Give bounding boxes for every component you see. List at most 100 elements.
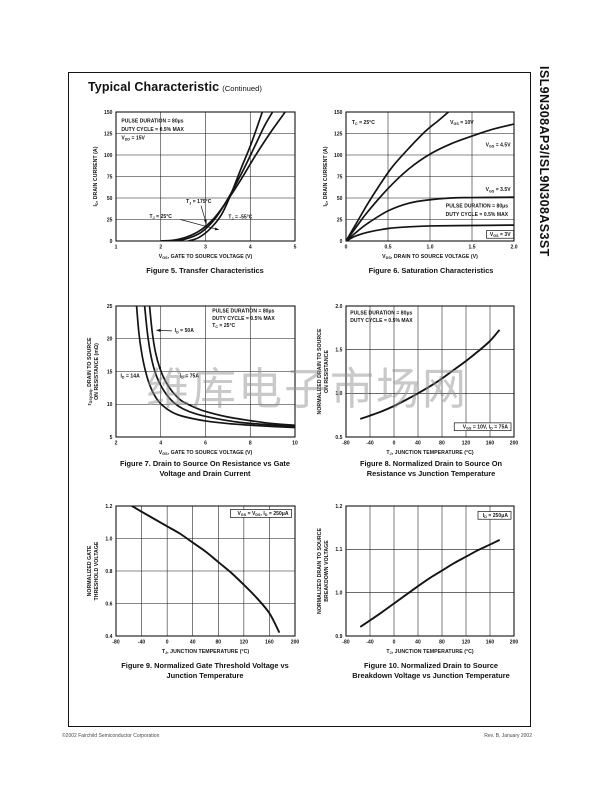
gridlines	[116, 112, 295, 241]
annotation-box	[486, 230, 514, 239]
y-tick-label: 150	[104, 110, 113, 116]
annotation-label: PULSE DURATION = 80μs	[212, 309, 274, 315]
x-tick-label: 3	[204, 245, 207, 251]
gridlines	[346, 306, 514, 437]
x-tick-label: 80	[439, 441, 445, 447]
y-tick-label: 25	[337, 217, 343, 223]
annotation-label: DUTY CYCLE = 0.5% MAX	[446, 212, 509, 218]
figure8-caption: Figure 8. Normalized Drain to Source On …	[359, 459, 503, 478]
annotation-label: TC = 25°C	[352, 120, 375, 126]
content-border-box	[68, 72, 531, 727]
y-tick-label: 0	[110, 239, 113, 245]
x-axis-title: VGS, GATE TO SOURCE VOLTAGE (V)	[159, 254, 253, 260]
x-tick-label: 200	[291, 640, 300, 646]
y-tick-label: 1.2	[105, 504, 112, 510]
annotation-label: ID = 50A	[175, 328, 195, 334]
series-group	[131, 506, 280, 633]
annotation-label: TC = 25°C	[212, 323, 235, 329]
x-tick-label: 160	[265, 640, 274, 646]
page-title-continued-note: (Continued)	[222, 84, 262, 93]
annotation-label: DUTY CYCLE = 0.5% MAX	[121, 127, 184, 133]
x-tick-label: 0.5	[384, 245, 391, 251]
y-tick-label: 1.0	[335, 590, 342, 596]
y-axis-title: ON RESISTANCE (mΩ)	[94, 343, 100, 400]
y-tick-label: 0.5	[335, 435, 342, 441]
x-tick-label: -40	[138, 640, 146, 646]
x-axis-title: VDS, DRAIN TO SOURCE VOLTAGE (V)	[382, 254, 478, 260]
y-tick-label: 0.6	[105, 601, 112, 607]
tick-labels: -80 -40 0 40 80 120 160 200 0.4 0.6 0.8 1.0 1.2	[105, 504, 299, 646]
x-tick-label: -40	[366, 640, 374, 646]
annotation-label: ID = 75A	[180, 373, 200, 379]
plot-frame	[345, 505, 515, 637]
x-tick-label: 120	[462, 640, 471, 646]
curve-id-50a	[143, 306, 295, 428]
x-tick-label: 8	[249, 441, 252, 447]
y-tick-label: 1.0	[105, 536, 112, 542]
series-group	[360, 539, 500, 628]
annotations: TC = 25°C VGS = 10V VGS = 4.5V VGS = 3.5V PU…	[352, 120, 514, 239]
part-number-label: ISL9N308AP3/ISL9N308AS3ST	[537, 66, 551, 257]
annotation-label: VGS = VDS, ID = 250μA	[237, 511, 288, 517]
annotations: ID = 250μA	[477, 511, 512, 520]
chart-figure-10: ID = 250μA -80 -40 0 40 80 120 160 200 0.9 1.0 1.1 1…	[317, 504, 518, 655]
x-tick-label: 120	[462, 441, 471, 447]
y-tick-label: 0	[340, 239, 343, 245]
plot-frame	[345, 305, 515, 438]
figure6-caption: Figure 6. Saturation Characteristics	[368, 266, 494, 275]
y-tick-label: 75	[337, 174, 343, 180]
tick-labels: -80 -40 0 40 80 120 160 200 0.9 1.0 1.1 1.2	[335, 504, 518, 646]
x-tick-label: 4	[159, 441, 162, 447]
x-tick-label: 40	[415, 441, 421, 447]
curve-vgs-th-normalized	[131, 506, 280, 633]
y-tick-label: 100	[104, 153, 113, 159]
y-tick-label: 1.1	[335, 547, 342, 553]
annotation-label: TJ = -55°C	[228, 215, 252, 221]
x-tick-label: -80	[342, 441, 350, 447]
annotation-label: ID = 14A	[120, 373, 140, 379]
annotation-label: VGS = 3.5V	[486, 187, 512, 193]
tick-labels: -80 -40 0 40 80 120 160 200 0.5 1.0 1.5 2.0	[335, 304, 518, 447]
gridlines	[346, 112, 514, 241]
x-tick-label: 200	[510, 441, 519, 447]
page-title-text: Typical Characteristic	[88, 80, 220, 94]
curve-tj-25-c	[174, 112, 274, 241]
x-tick-label: 0	[393, 441, 396, 447]
y-axis-title: ID, DRAIN CURRENT (A)	[323, 146, 329, 206]
x-tick-label: 120	[240, 640, 249, 646]
gridlines	[116, 506, 295, 636]
plot-frame	[115, 111, 296, 242]
chart-figure-9: VGS = VDS, ID = 250μA -80 -40 0 40 80 120 160 20…	[87, 504, 299, 655]
y-tick-label: 1.2	[335, 504, 342, 510]
y-tick-label: 0.8	[105, 569, 112, 575]
chart-figure-6: TC = 25°C VGS = 10V VGS = 4.5V VGS = 3.5V PU…	[323, 110, 518, 260]
plot-frame	[115, 505, 296, 637]
x-tick-label: 10	[292, 441, 298, 447]
annotation-label: VDD = 15V	[121, 136, 145, 142]
y-tick-label: 100	[334, 153, 343, 159]
y-axis-title: rDS(ON), DRAIN TO SOURCE	[87, 337, 93, 405]
x-tick-label: -80	[112, 640, 120, 646]
x-tick-label: 1.5	[468, 245, 475, 251]
x-axis-title: TJ, JUNCTION TEMPERATURE (°C)	[386, 649, 474, 655]
annotation-label: VGS = 10V, ID = 75A	[463, 424, 509, 430]
x-tick-label: 5	[294, 245, 297, 251]
y-tick-label: 1.5	[335, 347, 342, 353]
y-tick-label: 1.0	[335, 391, 342, 397]
x-tick-label: 160	[486, 441, 495, 447]
tick-labels: 2 4 6 8 10 5 10 15 20 25	[107, 304, 298, 447]
x-tick-label: 160	[486, 640, 495, 646]
series-group	[346, 112, 514, 241]
y-tick-label: 10	[107, 402, 113, 408]
annotation-label: PULSE DURATION = 80μs	[350, 311, 412, 317]
y-tick-label: 0.9	[335, 634, 342, 640]
x-tick-label: 200	[510, 640, 519, 646]
y-axis-title: THRESHOLD VOLTAGE	[94, 541, 100, 600]
annotation-arrowhead	[156, 328, 161, 332]
annotation-arrow	[180, 219, 220, 231]
x-axis-title: TJ, JUNCTION TEMPERATURE (°C)	[162, 649, 250, 655]
curve-bvdss-normalized	[360, 539, 500, 628]
